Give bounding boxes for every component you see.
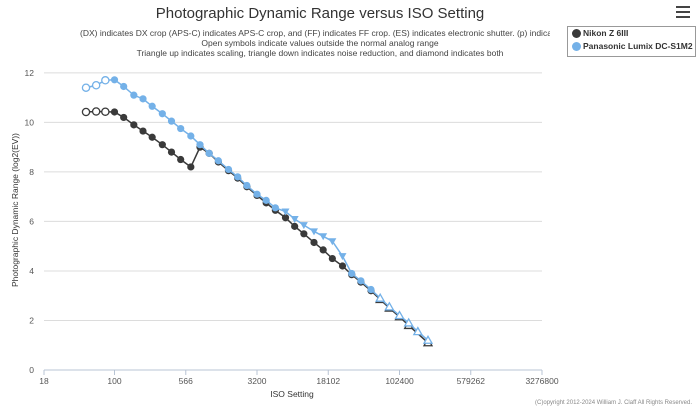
chart-subtitle-line-2: Open symbols indicate values outside the…: [201, 38, 439, 48]
data-point: [81, 107, 91, 117]
legend: Nikon Z 6III Panasonic Lumix DC-S1M2: [567, 26, 696, 57]
data-point: [130, 91, 138, 99]
data-point: [130, 121, 138, 129]
data-point: [167, 148, 176, 156]
data-point: [110, 108, 119, 116]
data-point: [91, 107, 101, 116]
data-point: [224, 165, 233, 174]
data-point: [148, 133, 156, 141]
x-tick-label: 102400: [385, 376, 414, 386]
x-tick-label: 579262: [457, 376, 486, 386]
chart-subtitle-line-3: Triangle up indicates scaling, triangle …: [136, 48, 504, 58]
data-point: [375, 292, 386, 302]
copyright-footer: (C)opyright 2012-2024 William J. Claff A…: [535, 400, 692, 406]
data-point: [205, 149, 213, 157]
data-point: [291, 222, 299, 230]
chart-title: Photographic Dynamic Range versus ISO Se…: [155, 5, 485, 22]
data-point: [271, 204, 279, 212]
y-tick-label: 2: [29, 315, 34, 325]
data-point: [403, 317, 414, 327]
x-tick-label: 3200: [248, 376, 267, 386]
data-point: [384, 301, 395, 311]
data-point: [253, 190, 261, 198]
data-point: [328, 238, 337, 246]
data-point: [310, 228, 319, 236]
data-point: [281, 208, 290, 216]
series-panasonic: [81, 76, 434, 344]
data-point: [187, 163, 195, 171]
legend-circle-icon: [572, 42, 581, 51]
chart-subtitle-line-1: (DX) indicates DX crop (APS-C) indicates…: [80, 28, 550, 38]
data-point: [120, 113, 128, 122]
data-point: [187, 132, 195, 140]
data-point: [167, 117, 176, 125]
data-point: [101, 76, 110, 85]
legend-item-nikon[interactable]: Nikon Z 6III: [568, 27, 695, 40]
y-tick-label: 6: [29, 216, 34, 226]
y-tick-label: 4: [29, 266, 34, 276]
grid-lines: [44, 72, 542, 371]
axes: 0 2 4 6 8 10 12 18 100 566 3200 18102 102400 579262 32…: [25, 68, 559, 386]
data-point: [214, 157, 222, 165]
legend-circle-icon: [572, 29, 581, 38]
data-point: [338, 262, 347, 270]
data-point: [262, 196, 270, 204]
series-nikon: [81, 107, 434, 347]
data-point: [310, 238, 318, 247]
data-point: [319, 246, 327, 254]
data-point: [177, 155, 185, 164]
data-point: [422, 334, 434, 344]
data-point: [139, 127, 147, 135]
data-point: [299, 222, 308, 230]
data-point: [290, 215, 299, 223]
data-point: [158, 141, 166, 149]
data-point: [148, 102, 156, 110]
x-tick-label: 100: [107, 376, 121, 386]
data-point: [319, 233, 328, 241]
x-tick-label: 18: [39, 376, 49, 386]
y-tick-label: 8: [29, 167, 34, 177]
x-axis-label: ISO Setting: [270, 389, 314, 399]
data-point: [348, 269, 356, 278]
data-point: [158, 110, 166, 118]
data-point: [91, 80, 101, 90]
data-point: [110, 76, 119, 84]
data-point: [357, 277, 365, 285]
y-tick-label: 0: [29, 365, 34, 375]
data-point: [196, 141, 204, 149]
data-point: [177, 124, 185, 133]
legend-label: Nikon Z 6III: [583, 28, 629, 38]
x-tick-label: 18102: [316, 376, 340, 386]
x-tick-label: 3276800: [525, 376, 558, 386]
data-point: [300, 230, 308, 238]
data-point: [367, 285, 375, 294]
legend-item-panasonic[interactable]: Panasonic Lumix DC-S1M2: [568, 40, 695, 53]
data-point: [81, 83, 91, 92]
y-tick-label: 10: [25, 117, 35, 127]
data-point: [120, 82, 128, 91]
hamburger-menu-icon[interactable]: [676, 6, 690, 18]
data-point: [243, 181, 251, 190]
data-point: [338, 253, 347, 261]
x-tick-label: 566: [179, 376, 193, 386]
series-layer: [81, 76, 434, 347]
y-tick-label: 12: [25, 68, 35, 78]
data-point: [101, 107, 110, 116]
data-point: [234, 173, 242, 181]
data-point: [281, 214, 290, 222]
data-point: [328, 254, 336, 263]
series-line: [85, 110, 429, 344]
data-point: [394, 310, 405, 320]
data-point: [139, 95, 147, 103]
legend-label: Panasonic Lumix DC-S1M2: [583, 41, 693, 51]
data-point: [412, 326, 423, 336]
y-axis-label: Photographic Dynamic Range (log2(EV)): [10, 133, 20, 287]
